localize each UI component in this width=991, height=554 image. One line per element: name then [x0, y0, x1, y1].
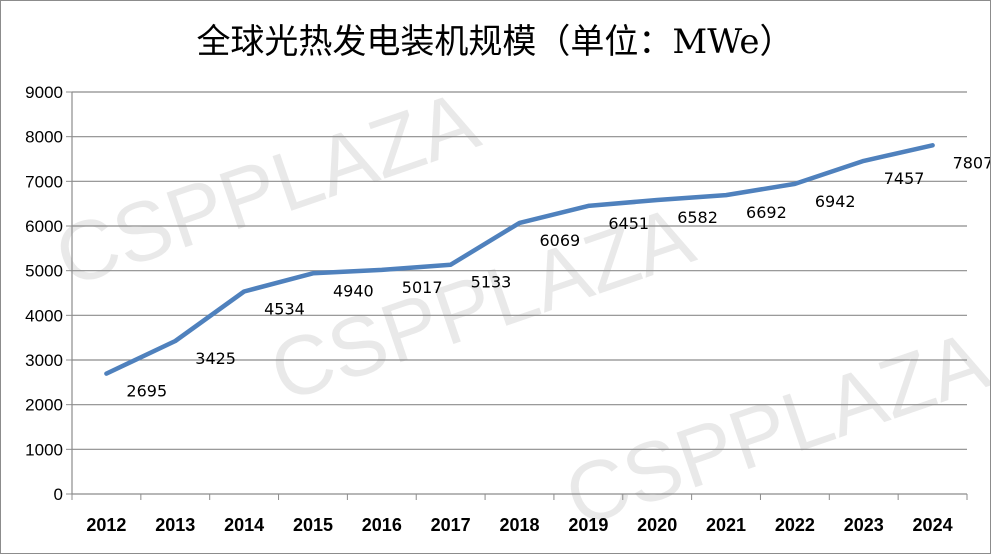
- y-tick-label-3000: 3000: [25, 351, 63, 370]
- x-tick-label-2021: 2021: [706, 515, 746, 535]
- data-label-2016: 5017: [402, 278, 443, 297]
- data-labels: 2695 3425 4534 4940 5017 5133 6069 6451 6582 6692…: [126, 153, 990, 400]
- series-line-group: [104, 143, 935, 376]
- x-tick-label-2017: 2017: [431, 515, 471, 535]
- y-tick-label-1000: 1000: [25, 440, 63, 459]
- data-label-2012: 2695: [126, 382, 167, 401]
- x-tick-label-2018: 2018: [499, 515, 539, 535]
- x-tick-label-2024: 2024: [913, 515, 953, 535]
- data-label-2018: 6069: [540, 231, 581, 250]
- x-tick-label-2013: 2013: [155, 515, 195, 535]
- chart-title: 全球光热发电装机规模（单位：MWe）: [196, 22, 793, 62]
- data-label-2023: 7457: [884, 169, 925, 188]
- x-tick-label-2022: 2022: [775, 515, 815, 535]
- data-label-2013: 3425: [195, 349, 236, 368]
- data-label-2014: 4534: [264, 299, 305, 318]
- data-label-2017: 5133: [471, 273, 512, 292]
- y-tick-label-9000: 9000: [25, 83, 63, 102]
- data-label-2024: 7807: [953, 153, 990, 172]
- y-tick-label-4000: 4000: [25, 306, 63, 325]
- y-tick-label-8000: 8000: [25, 128, 63, 147]
- x-tick-label-2023: 2023: [844, 515, 884, 535]
- watermark-text-3: CSPPLAZA: [554, 313, 990, 545]
- data-label-2015: 4940: [333, 281, 374, 300]
- x-axis: 2012 2013 2014 2015 2016 2017 2018 2019 2020 2021…: [71, 493, 968, 535]
- x-tick-label-2014: 2014: [224, 515, 264, 535]
- watermark-text-1: CSPPLAZA: [44, 73, 490, 305]
- series-line: [104, 143, 935, 376]
- data-label-2020: 6582: [677, 208, 718, 227]
- y-axis: 0 1000 2000 3000 4000 5000 6000 7000 8000 9000: [25, 83, 73, 504]
- x-tick-label-2012: 2012: [86, 515, 126, 535]
- x-tick-label-2019: 2019: [568, 515, 608, 535]
- x-tick-label-2015: 2015: [293, 515, 333, 535]
- x-tick-label-2020: 2020: [637, 515, 677, 535]
- data-label-2019: 6451: [608, 214, 649, 233]
- data-label-2022: 6942: [815, 192, 856, 211]
- data-label-2021: 6692: [746, 203, 787, 222]
- y-tick-label-6000: 6000: [25, 217, 63, 236]
- y-tick-label-7000: 7000: [25, 172, 63, 191]
- y-tick-label-0: 0: [54, 485, 63, 504]
- y-tick-label-2000: 2000: [25, 396, 63, 415]
- x-tick-label-2016: 2016: [362, 515, 402, 535]
- grid-lines: [72, 91, 967, 450]
- y-tick-label-5000: 5000: [25, 262, 63, 281]
